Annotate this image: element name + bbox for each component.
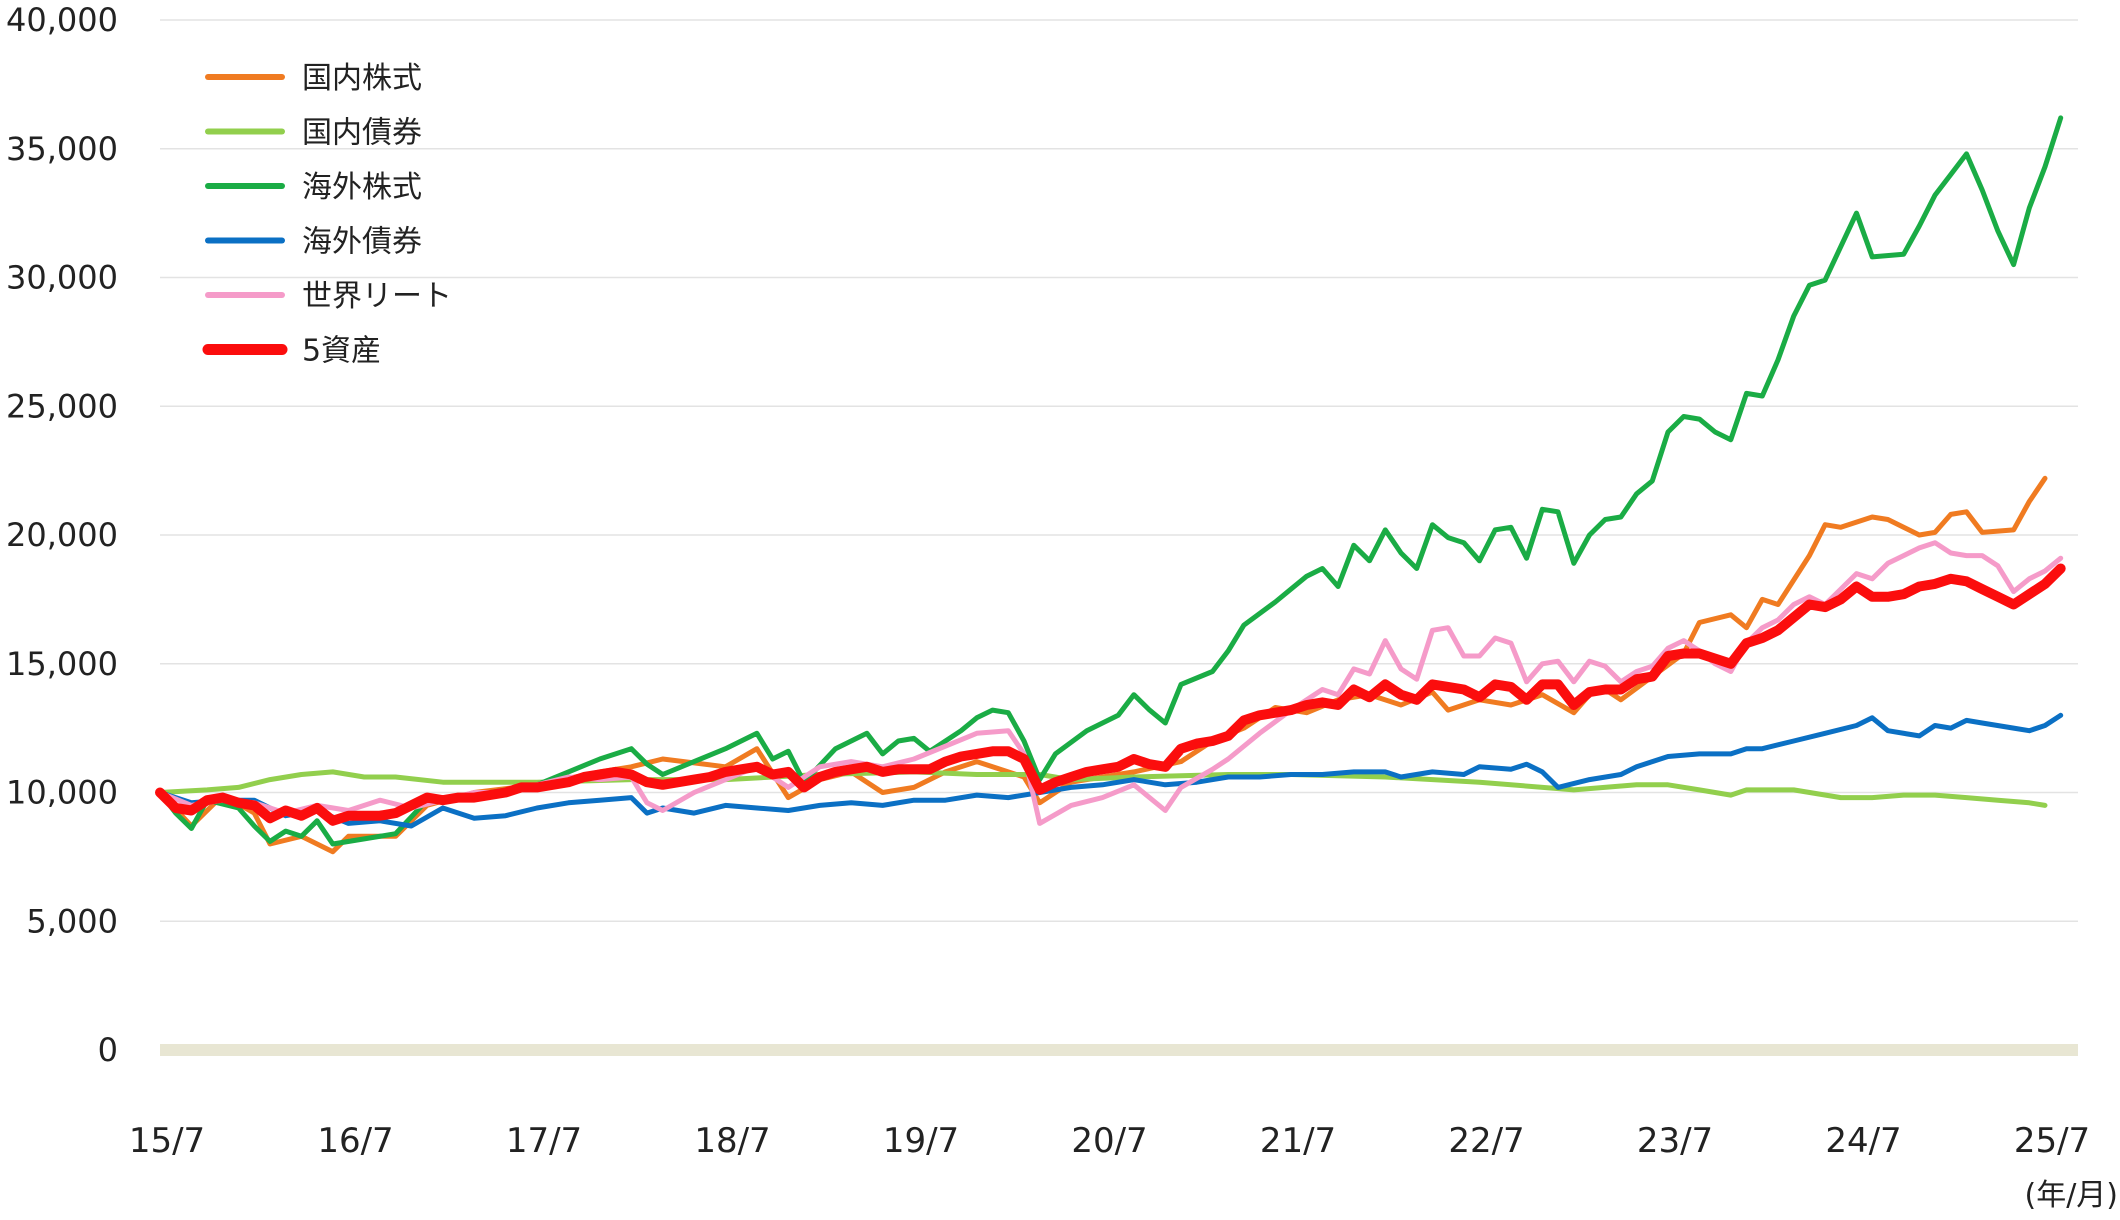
x-unit-label: (年/月) [2024, 1178, 2118, 1213]
x-tick-label: 17/7 [506, 1121, 582, 1161]
legend-label: 国内債券 [302, 116, 422, 151]
axes: 0 5,000 10,000 15,000 20,000 25,000 30,000 35,0… [6, 1, 2118, 1213]
y-tick-label: 35,000 [6, 130, 118, 168]
series-line-6 [155, 563, 2066, 826]
legend-label: 世界リート [302, 279, 452, 314]
y-tick-label: 0 [98, 1031, 118, 1069]
y-tick-label: 10,000 [6, 774, 118, 812]
x-tick-label: 22/7 [1448, 1121, 1524, 1161]
y-tick-label: 30,000 [6, 259, 118, 297]
y-tick-label: 5,000 [26, 902, 118, 940]
x-tick-label: 21/7 [1260, 1121, 1336, 1161]
legend-label: 海外株式 [302, 170, 422, 205]
x-tick-label: 18/7 [694, 1121, 770, 1161]
x-axis-baseline [160, 1044, 2078, 1056]
legend-label: 海外債券 [302, 225, 422, 260]
series-line-5 [157, 540, 2064, 826]
x-tick-label: 24/7 [1825, 1121, 1901, 1161]
legend-label: 国内株式 [302, 61, 422, 96]
x-tick-label: 20/7 [1071, 1121, 1147, 1161]
series-line-4 [157, 712, 2064, 829]
legend-label: 5資産 [302, 334, 381, 369]
x-tick-label: 23/7 [1637, 1121, 1713, 1161]
y-tick-label: 25,000 [6, 387, 118, 425]
x-tick-label: 25/7 [2014, 1121, 2090, 1161]
series-lines [155, 115, 2066, 855]
series-line-3 [157, 115, 2064, 847]
y-tick-label: 20,000 [6, 516, 118, 554]
y-tick-label: 40,000 [6, 1, 118, 39]
x-tick-label: 19/7 [883, 1121, 959, 1161]
x-tick-label: 16/7 [317, 1121, 393, 1161]
grid-lines [160, 19, 2078, 922]
x-tick-label: 15/7 [129, 1121, 205, 1161]
y-tick-label: 15,000 [6, 645, 118, 683]
